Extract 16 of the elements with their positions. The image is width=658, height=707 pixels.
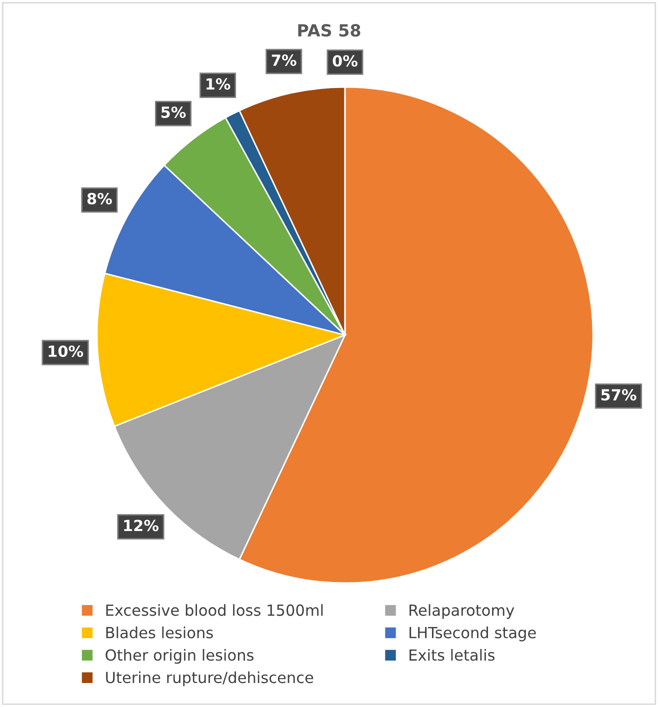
data-label: 57% [601,389,636,401]
legend-label: Other origin lesions [106,648,254,664]
legend-label: LHTsecond stage [410,626,536,642]
legend-label: Excessive blood loss 1500ml [106,604,323,616]
legend-label: Blades lesions [106,626,213,638]
text: 0% [332,55,358,67]
data-label: 5% [161,106,186,118]
chart-title: PAS 58 [298,24,360,37]
data-label: 8% [87,192,112,204]
legend-label: Exits letalis [410,648,495,661]
data-label: 12% [124,520,159,532]
legend-label: Relaparotomy [410,604,514,619]
legend-label: Uterine rupture/dehiscence [106,671,314,686]
data-label: 7% [272,54,296,66]
data-label: 10% [48,345,84,358]
data-label: 1% [206,78,230,90]
